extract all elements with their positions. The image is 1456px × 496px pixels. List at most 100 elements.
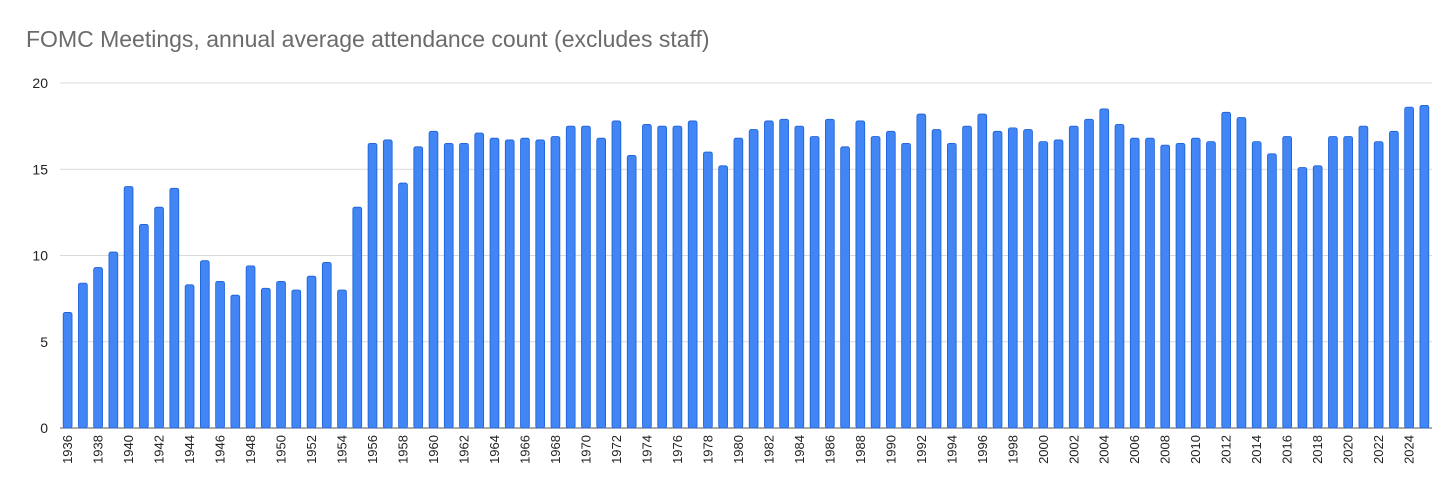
bar-1955 [352, 206, 363, 429]
x-tick-label: 1936 [60, 435, 75, 464]
bar-1952 [306, 275, 317, 429]
bar-1995 [962, 125, 972, 429]
bar-1999 [1023, 129, 1033, 429]
x-tick-label: 1938 [91, 435, 106, 464]
bar-1945 [199, 260, 210, 429]
bar-1991 [901, 142, 911, 429]
bar-1937 [78, 282, 88, 429]
bar-2013 [1236, 117, 1247, 429]
bar-1994 [946, 142, 957, 429]
bar-1949 [260, 287, 271, 429]
bar-2022 [1373, 141, 1384, 429]
x-tick-label: 2022 [1371, 435, 1386, 464]
bar-2009 [1175, 142, 1186, 429]
x-tick-label: 1978 [700, 435, 715, 464]
y-tick-label: 0 [40, 420, 48, 436]
x-tick-label: 2002 [1066, 435, 1081, 464]
x-tick-label: 2014 [1249, 435, 1264, 464]
x-tick-label: 2012 [1219, 435, 1234, 464]
bar-1940 [123, 186, 134, 429]
bar-1971 [596, 137, 607, 429]
y-tick-label: 15 [32, 161, 48, 177]
bar-2021 [1358, 125, 1369, 429]
x-tick-label: 1990 [883, 435, 898, 464]
bar-1973 [626, 155, 637, 429]
bar-1953 [321, 261, 332, 429]
bar-2018 [1312, 165, 1323, 429]
x-tick-label: 1986 [822, 435, 837, 464]
bar-1992 [916, 113, 927, 429]
bar-1958 [398, 182, 408, 429]
bar-2003 [1084, 118, 1094, 429]
bar-1998 [1007, 127, 1018, 429]
bar-1954 [337, 289, 347, 429]
bar-2024 [1404, 106, 1414, 429]
bar-2025 [1419, 105, 1430, 429]
bar-1963 [474, 132, 485, 429]
x-tick-label: 1972 [609, 435, 624, 464]
bar-1962 [459, 142, 469, 429]
bar-1968 [550, 136, 561, 429]
bars [62, 105, 1430, 429]
bar-1983 [779, 118, 789, 429]
bar-2006 [1129, 137, 1140, 429]
bar-1969 [565, 125, 576, 429]
x-tick-label: 2020 [1341, 435, 1356, 464]
bar-1939 [108, 251, 119, 429]
bar-1980 [733, 137, 744, 429]
x-tick-label: 1950 [274, 435, 289, 464]
x-tick-label: 2008 [1158, 435, 1173, 464]
bar-1979 [718, 165, 728, 429]
bar-1960 [428, 130, 439, 429]
bar-1941 [139, 224, 149, 429]
bar-1975 [657, 125, 667, 429]
bar-1974 [642, 124, 652, 429]
bar-1966 [520, 137, 530, 429]
bar-1989 [870, 136, 881, 429]
bar-1950 [276, 280, 286, 429]
x-tick-label: 2000 [1036, 435, 1051, 464]
bar-1987 [840, 146, 850, 429]
bar-1956 [367, 142, 378, 429]
x-tick-label: 1998 [1005, 435, 1020, 464]
x-tick-label: 2018 [1310, 435, 1325, 464]
gridlines [60, 82, 1432, 429]
bar-2016 [1282, 136, 1293, 429]
bar-1959 [413, 146, 424, 429]
bar-1993 [931, 129, 942, 429]
bar-1982 [764, 120, 774, 429]
bar-1988 [855, 120, 866, 429]
bar-1976 [672, 125, 683, 429]
x-tick-label: 2010 [1188, 435, 1203, 464]
x-axis: 1936 1938 1940 1942 1944 1946 1948 1950 1952 1954… [60, 435, 1417, 464]
x-tick-label: 1958 [396, 435, 411, 464]
bar-1951 [291, 289, 302, 429]
bar-1970 [581, 125, 591, 429]
x-tick-label: 2024 [1402, 435, 1417, 464]
y-tick-label: 5 [40, 334, 48, 350]
x-tick-label: 1982 [761, 435, 776, 464]
bar-2007 [1145, 137, 1155, 429]
x-tick-label: 1966 [517, 435, 532, 464]
bar-1964 [489, 137, 500, 429]
x-tick-label: 1964 [487, 435, 502, 464]
bar-1947 [230, 294, 241, 429]
bar-1936 [62, 312, 73, 429]
bar-1997 [992, 130, 1003, 429]
x-tick-label: 1994 [944, 435, 959, 464]
x-tick-label: 1976 [670, 435, 685, 464]
bar-1938 [93, 267, 103, 429]
y-axis: 0 5 10 15 20 [32, 75, 48, 436]
x-tick-label: 2004 [1097, 435, 1112, 464]
bar-1944 [184, 284, 195, 429]
x-tick-label: 1988 [853, 435, 868, 464]
x-tick-label: 1980 [731, 435, 746, 464]
x-tick-label: 1996 [975, 435, 990, 464]
x-tick-label: 1946 [213, 435, 228, 464]
x-tick-label: 1970 [578, 435, 593, 464]
bar-1967 [535, 139, 546, 429]
bar-1946 [215, 280, 225, 429]
bar-2011 [1206, 141, 1216, 429]
bar-1981 [748, 129, 759, 429]
x-tick-label: 1956 [365, 435, 380, 464]
